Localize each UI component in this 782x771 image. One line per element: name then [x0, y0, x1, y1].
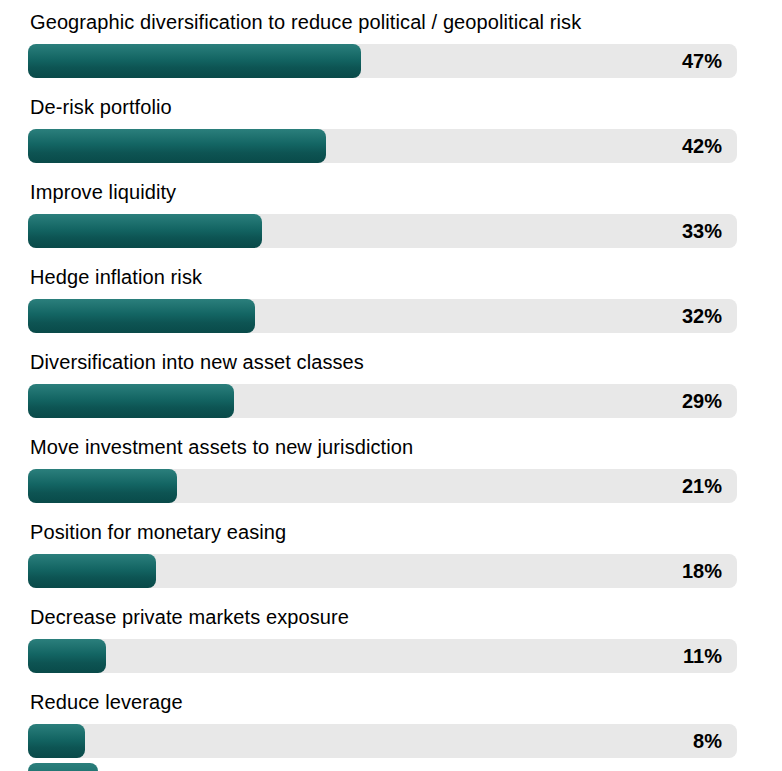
category-label: Decrease private markets exposure — [30, 605, 737, 629]
category-label: Diversification into new asset classes — [30, 350, 737, 374]
category-label: Reduce leverage — [30, 690, 737, 714]
value-label: 29% — [682, 384, 722, 418]
category-label: De-risk portfolio — [30, 95, 737, 119]
bar-row: Improve liquidity 33% — [28, 180, 737, 248]
bar-track: 8% — [28, 724, 737, 758]
category-label: Position for monetary easing — [30, 520, 737, 544]
bar-row: Move investment assets to new jurisdicti… — [28, 435, 737, 503]
bar-track: 32% — [28, 299, 737, 333]
bar-row: Diversification into new asset classes 2… — [28, 350, 737, 418]
category-label: Improve liquidity — [30, 180, 737, 204]
value-label: 11% — [683, 639, 722, 673]
value-label: 8% — [693, 724, 722, 758]
value-label: 47% — [682, 44, 722, 78]
value-label: 42% — [682, 129, 722, 163]
value-label: 32% — [682, 299, 722, 333]
value-label: 33% — [682, 214, 722, 248]
bar-fill — [28, 299, 255, 333]
value-label: 21% — [682, 469, 722, 503]
value-label: 18% — [682, 554, 722, 588]
bar-track: 18% — [28, 554, 737, 588]
bar-row: De-risk portfolio 42% — [28, 95, 737, 163]
bar-fill — [28, 639, 106, 673]
category-label: Move investment assets to new jurisdicti… — [30, 435, 737, 459]
bar-track: 42% — [28, 129, 737, 163]
bar-track: 29% — [28, 384, 737, 418]
bar-track: 33% — [28, 214, 737, 248]
category-label: Geographic diversification to reduce pol… — [30, 10, 737, 34]
bar-row: Position for monetary easing 18% — [28, 520, 737, 588]
cropped-partial-bar — [28, 763, 98, 771]
bar-track: 47% — [28, 44, 737, 78]
category-label: Hedge inflation risk — [30, 265, 737, 289]
bar-chart: Geographic diversification to reduce pol… — [28, 10, 737, 771]
bar-row: Hedge inflation risk 32% — [28, 265, 737, 333]
bar-track: 11% — [28, 639, 737, 673]
bar-row: Decrease private markets exposure 11% — [28, 605, 737, 673]
bar-fill — [28, 469, 177, 503]
bar-fill — [28, 384, 234, 418]
bar-track: 21% — [28, 469, 737, 503]
bar-row: Reduce leverage 8% — [28, 690, 737, 758]
bar-row: Geographic diversification to reduce pol… — [28, 10, 737, 78]
bar-fill — [28, 214, 262, 248]
bar-fill — [28, 129, 326, 163]
bar-fill — [28, 44, 361, 78]
bar-fill — [28, 724, 85, 758]
bar-fill — [28, 554, 156, 588]
